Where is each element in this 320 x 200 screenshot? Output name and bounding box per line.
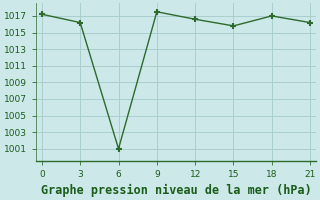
X-axis label: Graphe pression niveau de la mer (hPa): Graphe pression niveau de la mer (hPa) [41, 183, 311, 197]
